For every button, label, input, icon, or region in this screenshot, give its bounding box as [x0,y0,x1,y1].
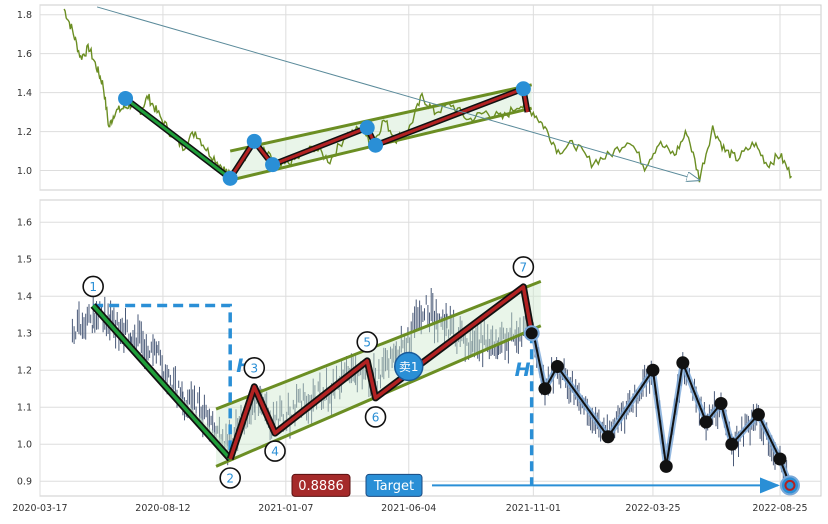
detail-target-box [365,473,423,497]
detail-frame [39,199,822,497]
detail-forecast-path [523,325,800,496]
detail-x-tick-label: 2021-06-04 [381,503,436,514]
detail-forecast-point [646,363,660,377]
overview-pivot-marker [265,157,281,173]
overview-pivot-marker [118,90,134,106]
detail-target-ring [784,479,796,491]
detail-forecast-point [550,360,564,373]
detail-target-boxes: 0.8886 Target [291,473,423,497]
detail-up-leg [228,285,534,460]
detail-pivot-label: 4 [271,445,279,459]
detail-legs [90,283,536,462]
detail-forecast-start [523,325,540,342]
detail-pivot-label-circle [243,357,266,379]
overview-y-ticks: 1.0 1.2 1.4 1.6 1.8 [17,10,32,177]
detail-pivot-label-circle [364,406,387,428]
detail-panel: 0.91.01.11.21.31.41.51.6 2020-03-17 2020-… [12,199,822,514]
overview-channel-fill [230,84,532,181]
overview-y-tick-label: 1.6 [17,49,32,60]
detail-y-tick-label: 1.2 [17,366,32,377]
detail-x-tick-label: 2022-03-25 [625,503,680,514]
detail-x-tick-label: 2022-08-25 [752,503,807,514]
detail-value-box-text: 0.8886 [298,479,344,494]
detail-target-box-text: Target [373,479,414,494]
detail-x-tick-label: 2020-03-17 [12,503,67,514]
detail-y-tick-label: 1.1 [17,403,32,414]
detail-pivot-label-circle [219,467,241,489]
detail-forecast-point [676,356,690,370]
detail-y-tick-label: 1.3 [17,329,32,340]
detail-forecast-point [601,430,615,444]
detail-pivot-label: 1 [89,280,97,294]
detail-y-tick-label: 0.9 [17,477,32,488]
detail-pivot-label: 6 [372,410,380,424]
overview-pivot-marker [246,133,262,149]
detail-y-tick-label: 1.6 [17,218,32,229]
detail-x-ticks: 2020-03-17 2020-08-12 2021-01-07 2021-06-04… [12,503,807,514]
detail-measure-label-right: H [515,359,531,381]
detail-grid [39,200,821,496]
overview-panel: 1.0 1.2 1.4 1.6 1.8 [17,4,822,191]
detail-pivot-label: 5 [363,335,371,349]
detail-value-box [291,473,351,497]
detail-x-tick-label: 2021-11-01 [506,503,561,514]
overview-frame [39,4,822,191]
detail-pivot-label-circle [264,440,286,462]
detail-target-point [779,475,800,496]
detail-forecast-point [538,382,552,396]
detail-y-tick-label: 1.0 [17,440,32,451]
overview-pivot-marker [368,137,384,153]
overview-down-leg [124,97,232,180]
detail-forecast-point [699,415,713,429]
detail-measure-h-left [93,303,232,459]
detail-pivot-label-circle [82,275,104,298]
overview-pivot-marker [359,120,375,136]
detail-pivot-label: 7 [520,260,528,274]
overview-pivot-markers [118,81,531,186]
detail-sell-marker-circle [394,351,424,382]
overview-y-tick-label: 1.4 [17,88,32,99]
detail-pivot-label-circle [512,256,535,278]
detail-pivot-label: 2 [226,472,234,486]
detail-y-tick-label: 1.5 [17,255,32,266]
detail-pivot-label: 3 [250,361,258,375]
detail-forecast-point [659,459,673,473]
detail-forecast-point [714,397,728,410]
overview-y-tick-label: 1.0 [17,166,32,177]
overview-trend-arrow-line [96,6,699,180]
detail-y-tick-label: 1.4 [17,292,32,303]
detail-channel-fill [216,281,541,467]
overview-pivot-marker [222,170,238,186]
detail-y-ticks: 0.9 1.0 1.1 1.2 1.3 1.4 1.5 1.6 [17,218,32,488]
detail-sell-marker-label: 卖1 [399,360,419,374]
detail-forecast-point [773,452,787,466]
detail-pivot-label-circle [356,331,379,353]
overview-trend-arrow [96,6,699,180]
detail-forecast-point [725,437,739,451]
overview-channel-upper [229,83,532,153]
detail-forecast-point [751,408,765,422]
detail-x-tick-label: 2021-01-07 [258,503,313,514]
detail-down-leg [91,304,232,461]
overview-y-tick-label: 1.2 [17,127,32,138]
overview-pivot-marker [515,81,531,97]
detail-pivot-labels: 1 2 3 4 5 6 7 卖1 [82,256,535,489]
detail-channel-upper [215,280,542,411]
detail-x-tick-label: 2020-08-12 [135,503,190,514]
overview-y-tick-label: 1.8 [17,10,32,21]
